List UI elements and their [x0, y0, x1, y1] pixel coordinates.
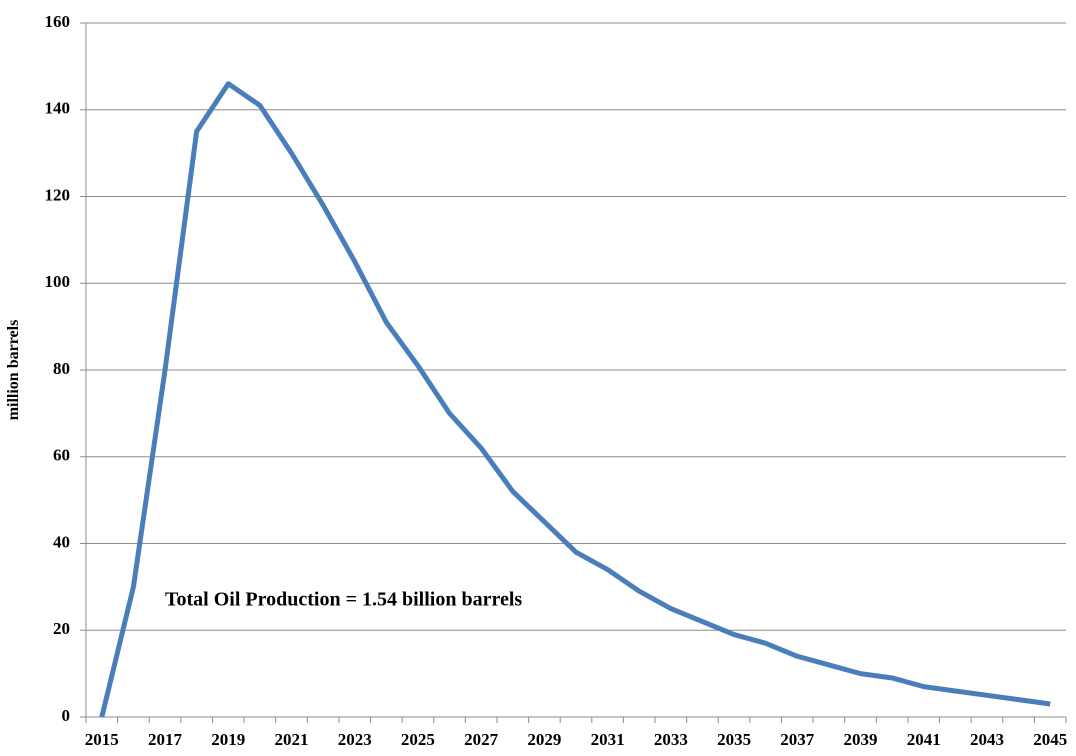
x-tick-label: 2025 [401, 730, 435, 749]
annotation: Total Oil Production = 1.54 billion barr… [165, 589, 522, 611]
x-tick-label: 2015 [85, 730, 119, 749]
data-line [99, 81, 1051, 718]
x-tick-label: 2041 [907, 730, 941, 749]
x-tick-label: 2021 [274, 730, 308, 749]
y-tick-label: 20 [53, 619, 70, 638]
y-tick-label: 140 [45, 99, 71, 118]
y-axis-label: million barrels [5, 320, 22, 421]
y-tick-label: 60 [53, 446, 70, 465]
x-tick-label: 2035 [717, 730, 751, 749]
x-tick-label: 2019 [211, 730, 245, 749]
x-tick-label: 2023 [338, 730, 372, 749]
x-tick-label: 2037 [780, 730, 815, 749]
x-tick-label: 2031 [591, 730, 625, 749]
y-tick-label: 120 [45, 185, 71, 204]
x-tick-label: 2027 [464, 730, 499, 749]
x-tick-label: 2017 [148, 730, 183, 749]
x-tick-label: 2045 [1033, 730, 1067, 749]
x-tick-label: 2039 [844, 730, 878, 749]
x-tick-label: 2029 [527, 730, 561, 749]
y-tick-label: 0 [62, 706, 71, 725]
y-tick-label: 100 [45, 272, 71, 291]
y-tick-label: 40 [53, 532, 70, 551]
x-tick-label: 2043 [970, 730, 1004, 749]
y-tick-label: 80 [53, 359, 70, 378]
y-tick-label: 160 [45, 12, 71, 31]
x-tick-label: 2033 [654, 730, 688, 749]
